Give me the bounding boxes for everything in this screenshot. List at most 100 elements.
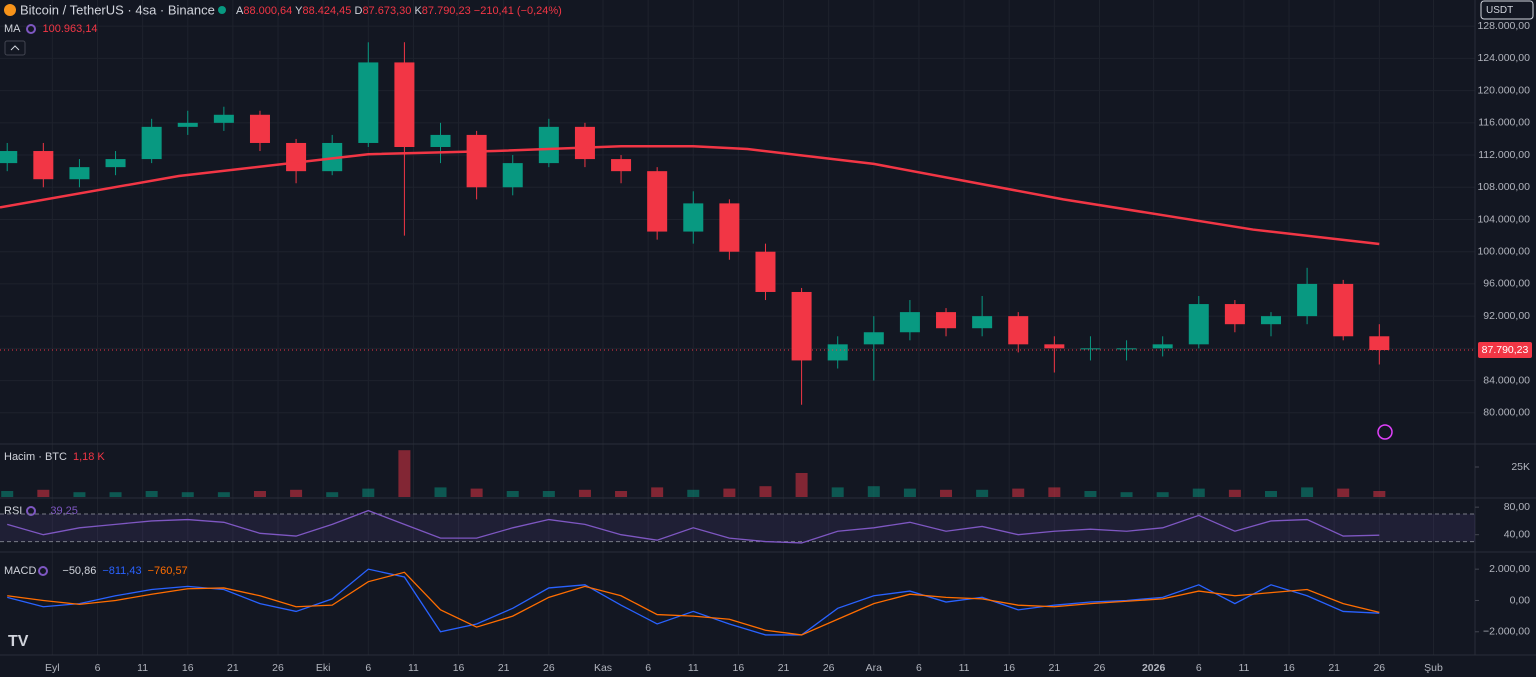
ohlc-key: Y (295, 5, 303, 17)
candle-body (936, 312, 957, 329)
volume-legend: Hacim · BTC 1,18 K (4, 451, 105, 463)
ohlc-value: 88.424,45 (302, 5, 351, 17)
volume-bar (1192, 488, 1205, 497)
ma-value: 100.963,14 (43, 23, 98, 35)
candle-body (683, 203, 704, 232)
x-tick-label: Kas (594, 662, 612, 674)
volume-bar (615, 490, 628, 497)
candle-body (1260, 316, 1281, 325)
collapse-button[interactable] (4, 40, 26, 56)
market-status (218, 6, 226, 14)
volume-bar (1048, 487, 1061, 497)
x-tick-label: 21 (1049, 662, 1061, 674)
volume-bar (217, 492, 230, 497)
ohlc-legend: A88.000,64 Y88.424,45 D87.673,30 K87.790… (236, 5, 562, 17)
candle-body (1080, 348, 1101, 350)
ohlc-value: 88.000,64 (243, 5, 292, 17)
volume-bar (1012, 488, 1025, 497)
currency-button[interactable] (1480, 0, 1534, 20)
candle-body (1333, 283, 1354, 337)
volume-bar (145, 490, 158, 497)
x-tick-label: 16 (453, 662, 465, 674)
y-tick-label: 2.000,00 (1489, 563, 1530, 575)
candle-body (358, 62, 379, 143)
candle-body (574, 126, 595, 160)
volume-bar (506, 490, 519, 497)
macd-value: −811,43 (102, 565, 141, 577)
x-tick-label: 6 (645, 662, 651, 674)
currency: USDT (1486, 5, 1513, 16)
y-tick-label: 108.000,00 (1477, 181, 1530, 193)
y-tick-label: 0,00 (1510, 594, 1531, 606)
ohlc-key: D (354, 5, 362, 17)
candle-body (69, 167, 90, 180)
volume-bar (795, 472, 808, 497)
coin-icon (4, 4, 16, 16)
y-tick-label: −2.000,00 (1483, 626, 1530, 638)
candle-body (213, 114, 234, 123)
logo: TV (8, 633, 29, 650)
indicator-icon (38, 566, 48, 576)
candle-body (286, 142, 307, 172)
volume-bar (1084, 490, 1097, 497)
alert-icon[interactable] (1377, 424, 1393, 440)
volume-bar (434, 487, 447, 497)
macd-legend: MACD −50,86 −811,43 −760,57 (4, 565, 188, 577)
candle-body (647, 171, 668, 232)
candle-body (827, 344, 848, 361)
collapse-icon (10, 45, 20, 51)
volume-bar (253, 490, 266, 497)
candle-body (105, 159, 126, 168)
volume-bar (1120, 492, 1133, 497)
indicator-line (7, 571, 1380, 636)
candle-body (1188, 304, 1209, 345)
x-tick-label: 6 (365, 662, 371, 674)
x-tick-label: 6 (95, 662, 101, 674)
symbol-title: Bitcoin / TetherUS · 4sa · Binance (20, 2, 215, 17)
volume-bar (867, 486, 880, 497)
volume-value: 1,18 K (73, 451, 105, 463)
x-tick-label: 21 (498, 662, 510, 674)
y-tick-label: 128.000,00 (1477, 20, 1530, 32)
y-tick-label: 112.000,00 (1478, 149, 1530, 161)
y-tick-label: 40,00 (1504, 528, 1530, 540)
volume-bar (542, 490, 555, 497)
candle-body (1008, 316, 1029, 345)
indicator-line (7, 509, 1380, 544)
candle-body (538, 126, 559, 164)
histogram-value: −50,86 (62, 565, 96, 577)
x-tick-label: 16 (733, 662, 745, 674)
y-tick-label: 25K (1511, 461, 1530, 473)
x-tick-label: 26 (543, 662, 555, 674)
ma-legend: MA 100.963,14 (4, 23, 98, 35)
y-tick-label: 116.000,00 (1478, 117, 1530, 129)
volume-bar (687, 489, 700, 497)
x-tick-label: 16 (182, 662, 194, 674)
x-tick-label: 26 (1094, 662, 1106, 674)
moving-average (0, 144, 1380, 246)
candle-body (322, 142, 343, 172)
candle-body (1044, 344, 1065, 349)
volume-bar (398, 450, 411, 497)
y-tick-label: 104.000,00 (1477, 213, 1530, 225)
rsi-band (0, 514, 1475, 542)
candle-body (1297, 283, 1318, 317)
x-tick-label: 16 (1003, 662, 1015, 674)
x-tick-label: 11 (408, 662, 419, 674)
candle-body (502, 163, 523, 188)
candle-body (33, 151, 54, 180)
x-tick-label: 11 (688, 662, 699, 674)
volume-bar (759, 486, 772, 497)
volume-bar (470, 488, 483, 497)
candle-body (177, 122, 198, 127)
volume-bar (1337, 488, 1350, 497)
x-tick-label: 11 (137, 662, 148, 674)
ohlc-key: K (414, 5, 422, 17)
x-tick-label: 26 (823, 662, 835, 674)
candle-body (430, 134, 451, 147)
volume-bar (37, 489, 50, 497)
ohlc-value: 87.673,30 (362, 5, 411, 17)
grid (0, 0, 1475, 655)
y-tick-label: 120.000,00 (1477, 84, 1530, 96)
